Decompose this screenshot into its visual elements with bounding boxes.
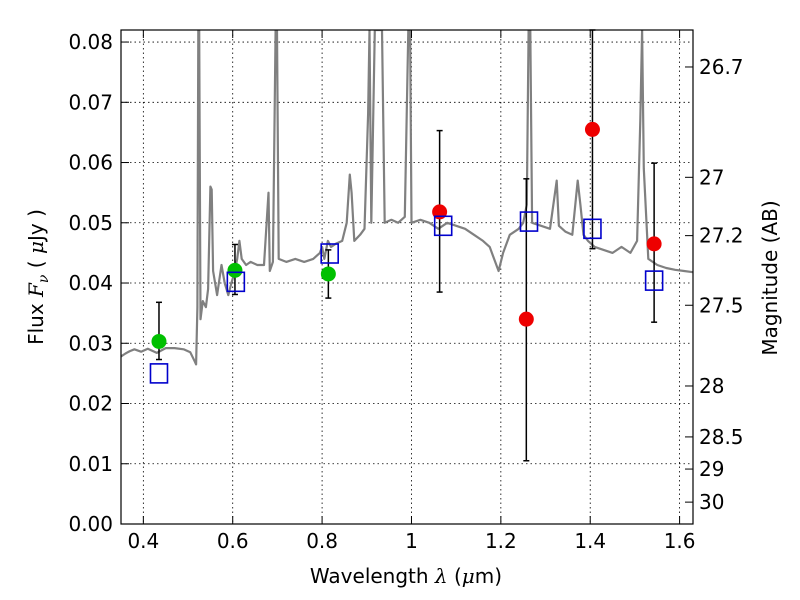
x-tick-label: 1.6	[664, 529, 696, 553]
x-tick-label: 0.8	[306, 529, 338, 553]
y-tick-label: 0.08	[68, 30, 113, 54]
red-data-point	[646, 236, 662, 252]
red-data-point	[518, 311, 534, 327]
x-axis-label: Wavelength λ (μm)	[310, 564, 502, 588]
x-tick-label: 1.4	[574, 529, 606, 553]
blue-model-square	[149, 363, 169, 384]
y2-tick-label: 28.5	[699, 425, 744, 449]
marker-layer	[149, 121, 664, 384]
blue-model-square	[519, 211, 539, 232]
sed-model-line	[121, 30, 693, 366]
y2-tick-label: 29	[699, 457, 724, 481]
x-tick-label: 1.2	[485, 529, 517, 553]
plot-frame	[120, 29, 694, 525]
y-tick-label: 0.01	[68, 452, 113, 476]
y-tick-label: 0.04	[68, 271, 113, 295]
y-tick-label: 0.05	[68, 211, 113, 235]
y2-tick-label: 27	[699, 165, 724, 189]
x-tick-label: 0.4	[127, 529, 159, 553]
x-tick-label: 1	[405, 529, 418, 553]
sed-layer	[121, 30, 693, 366]
red-data-point	[584, 121, 600, 137]
blue-model-square	[320, 243, 339, 264]
y-tick-label: 0.02	[68, 392, 113, 416]
green-data-point	[227, 262, 243, 278]
blue-model-square	[433, 215, 453, 237]
y-axis-label: Flux Fν ( μJy )	[24, 209, 52, 345]
y2-tick-label: 27.5	[699, 293, 744, 317]
blue-model-square	[583, 218, 602, 240]
blue-model-square	[644, 270, 664, 291]
y2-tick-label: 28	[699, 374, 724, 398]
y2-tick-label: 27.2	[699, 224, 744, 248]
y-tick-label: 0.06	[68, 151, 113, 175]
green-data-point	[320, 266, 336, 282]
y-tick-label: 0.07	[68, 90, 113, 114]
green-data-point	[151, 333, 167, 349]
y-tick-label: 0.00	[68, 512, 113, 536]
y2-tick-label: 30	[699, 490, 724, 514]
x-tick-label: 0.6	[217, 529, 249, 553]
y2-axis-label: Magnitude (AB)	[758, 200, 782, 355]
ticks-layer: 0.4 0.6 0.8 1 1.2 1.4 1.6 0.00 0.01 0.02 0.03 0.04 0…	[68, 30, 744, 553]
y-tick-label: 0.03	[68, 331, 113, 355]
y2-tick-label: 26.7	[699, 55, 744, 79]
blue-model-square	[226, 271, 246, 293]
